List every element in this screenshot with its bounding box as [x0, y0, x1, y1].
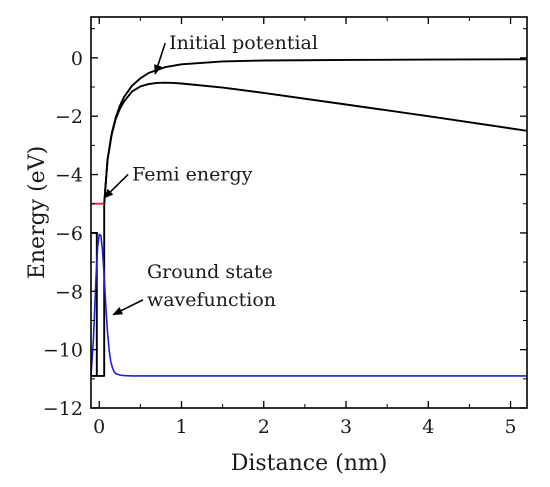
annotation-arrow: [103, 173, 129, 199]
annotation-text: Initial potential: [169, 32, 318, 54]
series-line-2: [91, 203, 106, 377]
plot-frame: [90, 16, 528, 409]
y-tick-label: −6: [55, 223, 83, 245]
x-tick-label: 2: [258, 416, 270, 438]
series-layer: [90, 58, 528, 377]
annotation-text: wavefunction: [147, 289, 276, 311]
series-line-1: [103, 81, 528, 204]
y-tick-label: −12: [43, 398, 83, 420]
x-tick-label: 3: [340, 416, 352, 438]
y-axis-label: Energy (eV): [25, 146, 50, 279]
x-tick-label: 5: [505, 416, 517, 438]
x-tick-label: 1: [175, 416, 187, 438]
y-tick-label: −8: [55, 281, 83, 303]
annotation-text: Ground state: [147, 261, 273, 283]
y-tick-label: −2: [55, 106, 83, 128]
annotation-layer: Initial potential Femi energy Ground state…: [103, 32, 318, 316]
y-tick-label: −10: [43, 340, 83, 362]
series-line-5: [90, 233, 527, 377]
x-tick-label: 4: [422, 416, 434, 438]
tick-layer: 0 1 2 3 4 5 0 −2 −4 −6 −8 −10 −12: [43, 17, 527, 438]
y-tick-label: 0: [71, 48, 83, 70]
annotation-arrow: [112, 299, 144, 316]
x-tick-label: 0: [93, 416, 105, 438]
y-tick-label: −4: [55, 165, 83, 187]
annotation-arrow: [154, 42, 166, 75]
annotation-text: Femi energy: [132, 163, 252, 185]
x-axis-label: Distance (nm): [231, 451, 388, 476]
